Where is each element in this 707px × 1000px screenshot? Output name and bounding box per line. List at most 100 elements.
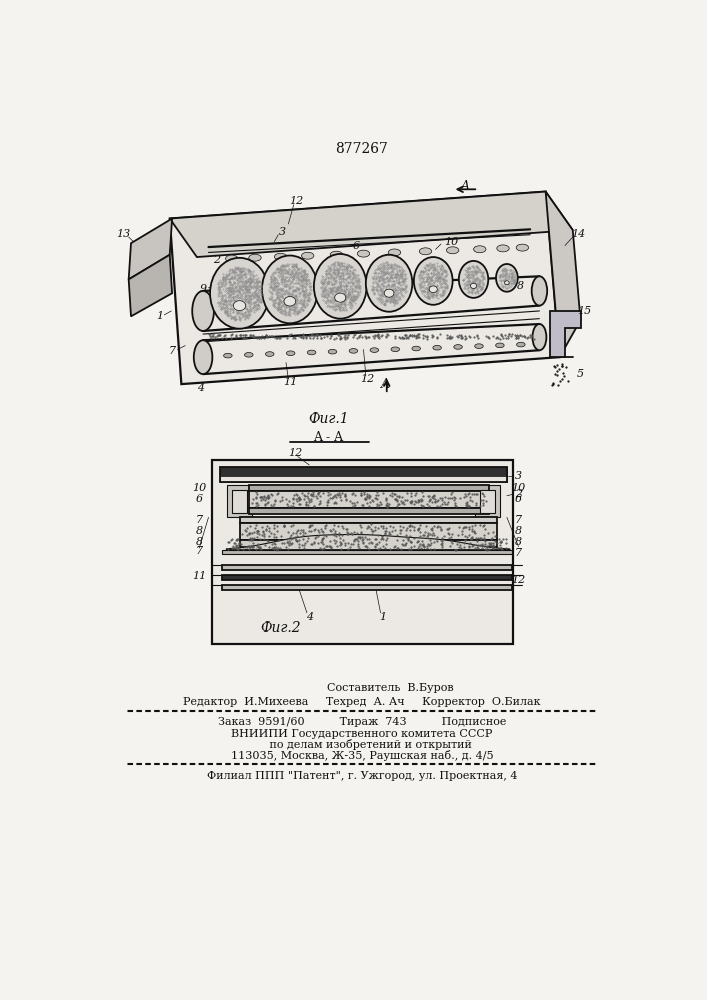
Point (316, 534, 327, 550)
Point (339, 329, 351, 345)
Ellipse shape (192, 291, 214, 331)
Point (370, 531, 381, 547)
Point (341, 524, 352, 540)
Point (246, 539, 257, 555)
Point (411, 494, 422, 510)
Point (291, 486, 302, 502)
Point (303, 530, 314, 546)
Point (242, 527, 253, 543)
Ellipse shape (349, 349, 358, 353)
Point (494, 534, 506, 550)
Text: 877267: 877267 (336, 142, 388, 156)
Text: 2: 2 (515, 489, 522, 499)
Point (436, 490, 448, 506)
Point (287, 525, 298, 541)
Point (469, 517, 480, 533)
Point (269, 540, 280, 556)
Point (333, 326, 344, 342)
Point (313, 484, 325, 500)
Point (436, 530, 448, 546)
Point (525, 329, 536, 345)
Ellipse shape (330, 251, 343, 258)
Point (250, 541, 262, 557)
Text: по делам изобретений и открытий: по делам изобретений и открытий (252, 739, 472, 750)
Point (358, 531, 369, 547)
Point (326, 328, 337, 344)
Point (409, 493, 421, 509)
Point (416, 533, 428, 549)
Polygon shape (170, 192, 559, 384)
Text: 7: 7 (196, 546, 203, 556)
Point (249, 524, 260, 540)
Point (413, 493, 424, 509)
Point (422, 527, 433, 543)
Point (329, 488, 340, 504)
Point (284, 529, 296, 545)
Point (342, 526, 354, 542)
Point (404, 533, 416, 549)
Point (469, 525, 480, 541)
Point (377, 530, 388, 546)
Point (368, 328, 379, 344)
Point (369, 531, 380, 547)
Point (341, 521, 352, 537)
Ellipse shape (470, 283, 477, 288)
Text: 7: 7 (168, 346, 175, 356)
Point (478, 538, 489, 554)
Point (376, 528, 387, 544)
Point (261, 521, 272, 537)
Point (230, 538, 242, 554)
Point (214, 327, 226, 343)
Point (266, 540, 277, 556)
Point (334, 487, 346, 503)
Point (290, 491, 301, 507)
Point (231, 540, 243, 556)
Point (290, 529, 301, 545)
Point (336, 535, 347, 551)
Point (467, 529, 478, 545)
Ellipse shape (474, 246, 486, 253)
Point (293, 490, 305, 506)
Point (351, 531, 362, 547)
Text: 10: 10 (444, 237, 458, 247)
Point (389, 330, 400, 346)
Point (453, 539, 464, 555)
Point (436, 537, 448, 553)
Point (370, 536, 382, 552)
Point (260, 522, 271, 538)
Point (307, 486, 318, 502)
Bar (220, 466, 507, 482)
Point (390, 491, 401, 507)
Point (489, 538, 500, 554)
Point (519, 329, 530, 345)
Point (363, 519, 375, 535)
Point (412, 521, 423, 537)
Point (265, 486, 276, 502)
Point (300, 494, 311, 510)
Ellipse shape (412, 346, 421, 351)
Text: Составитель  В.Буров: Составитель В.Буров (327, 683, 454, 693)
Point (245, 327, 256, 343)
Point (472, 486, 483, 502)
Point (269, 493, 281, 509)
Point (247, 328, 258, 344)
Point (472, 530, 483, 546)
Point (282, 498, 293, 514)
Point (284, 537, 295, 553)
Point (385, 487, 396, 503)
Point (380, 492, 391, 508)
Text: Филиал ППП "Патент", г. Ужгород, ул. Проектная, 4: Филиал ППП "Патент", г. Ужгород, ул. Про… (206, 771, 518, 781)
Point (414, 536, 426, 552)
Point (404, 494, 416, 510)
Point (321, 538, 332, 554)
Point (334, 537, 346, 553)
Point (291, 493, 303, 509)
Point (276, 492, 288, 508)
Point (287, 491, 298, 507)
Point (287, 490, 298, 506)
Point (314, 327, 325, 343)
Point (361, 531, 373, 547)
Point (236, 526, 247, 542)
Point (329, 487, 340, 503)
Point (491, 329, 502, 345)
